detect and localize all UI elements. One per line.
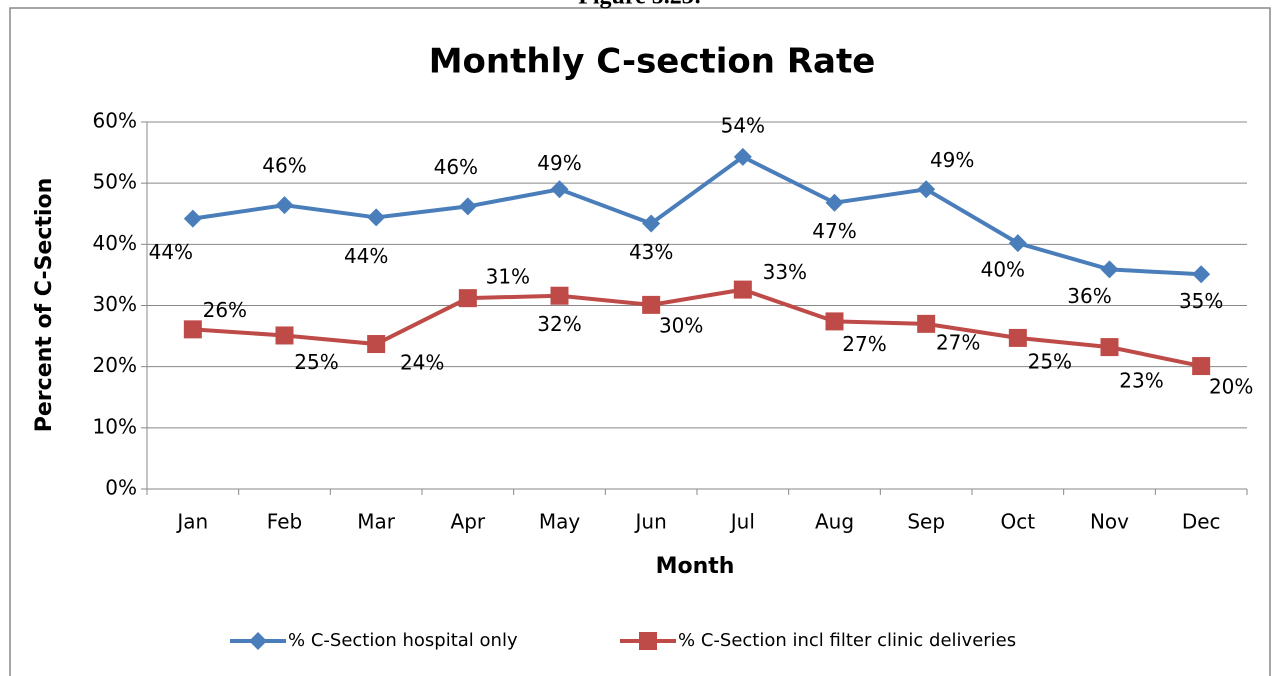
data-point [733, 147, 752, 166]
chart-title: Monthly C-section Rate [429, 42, 876, 82]
data-point [825, 312, 844, 331]
data-label: 31% [486, 265, 530, 289]
data-label: 49% [930, 148, 974, 172]
data-point [367, 335, 386, 354]
legend-label: % C-Section hospital only [288, 630, 518, 651]
x-axis-label: Month [656, 554, 735, 579]
data-point [183, 320, 202, 339]
data-label: 47% [812, 219, 856, 243]
y-tick-label: 30% [93, 292, 137, 316]
y-tick-label: 50% [93, 170, 137, 194]
x-tick-label: Feb [267, 510, 302, 534]
data-label: 40% [981, 258, 1025, 282]
data-label: 24% [400, 351, 444, 375]
legend-marker [249, 632, 267, 650]
legend-label: % C-Section incl filter clinic deliverie… [678, 630, 1016, 651]
x-tick-label: Aug [815, 510, 854, 534]
data-label: 54% [721, 113, 765, 137]
series-line [192, 287, 1202, 369]
legend-marker [639, 632, 657, 650]
data-point [1100, 260, 1119, 279]
x-tick-label: May [539, 510, 581, 534]
data-point [550, 286, 569, 305]
data-point [733, 280, 752, 299]
data-point [917, 180, 936, 199]
data-point [550, 180, 569, 199]
y-tick-label: 40% [93, 231, 137, 255]
x-tick-label: Jul [729, 510, 755, 534]
data-label: 30% [659, 313, 703, 337]
data-label: 33% [763, 260, 807, 284]
data-point [1192, 265, 1211, 284]
data-label: 46% [262, 154, 306, 178]
data-point [1008, 328, 1027, 347]
x-tick-label: Dec [1182, 510, 1221, 534]
x-tick-label: Nov [1090, 510, 1129, 534]
data-label: 49% [537, 151, 581, 175]
data-label: 36% [1067, 284, 1111, 308]
y-tick-label: 10% [93, 414, 137, 438]
data-point [275, 196, 294, 215]
figure-label: Figure 5.23: [578, 0, 702, 10]
data-point [458, 289, 477, 308]
data-label: 27% [842, 332, 886, 356]
data-point [275, 326, 294, 345]
data-label: 27% [936, 330, 980, 354]
data-point [917, 314, 936, 333]
data-point [1192, 357, 1211, 376]
data-label: 35% [1179, 289, 1223, 313]
x-tick-label: Jun [634, 510, 667, 534]
data-label: 43% [629, 240, 673, 264]
x-tick-label: Sep [907, 510, 945, 534]
x-tick-label: Apr [451, 510, 486, 534]
y-tick-label: 60% [93, 109, 137, 133]
data-label: 23% [1119, 369, 1163, 393]
data-point [183, 209, 202, 228]
data-label: 46% [434, 155, 478, 179]
x-tick-label: Jan [175, 510, 208, 534]
chart-frame [9, 7, 1271, 676]
data-point [642, 295, 661, 314]
x-tick-label: Mar [357, 510, 396, 534]
y-axis-label: Percent of C-Section [32, 178, 57, 432]
data-label: 25% [294, 350, 338, 374]
y-tick-label: 0% [105, 476, 137, 500]
y-tick-label: 20% [93, 353, 137, 377]
data-label: 32% [537, 312, 581, 336]
data-point [825, 193, 844, 212]
data-label: 20% [1209, 375, 1253, 399]
data-label: 44% [344, 244, 388, 268]
data-label: 44% [149, 240, 193, 264]
data-label: 26% [203, 298, 247, 322]
data-point [458, 197, 477, 216]
data-label: 25% [1028, 349, 1072, 373]
series-line [192, 154, 1202, 277]
data-point [367, 208, 386, 227]
data-point [1008, 234, 1027, 253]
data-point [1100, 338, 1119, 357]
x-tick-label: Oct [1001, 510, 1036, 534]
data-point [642, 214, 661, 233]
